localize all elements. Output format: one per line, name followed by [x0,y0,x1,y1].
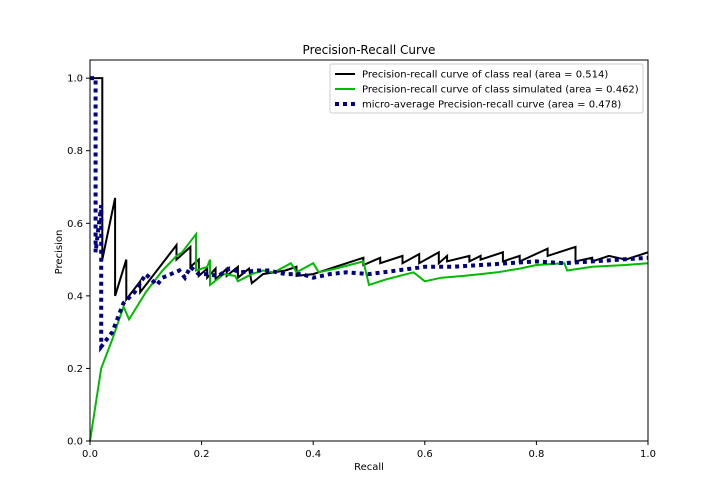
y-tick-label: 0.6 [67,219,83,230]
legend-label-2: Precision-recall curve of class simulate… [362,85,639,96]
legend-label-1: Precision-recall curve of class real (ar… [362,70,608,81]
x-axis-title: Recall [354,462,384,473]
y-tick-label: 1.0 [67,74,83,85]
series-line-3 [90,76,649,353]
legend-box [329,63,644,114]
axes-layer: 0.0 0.2 0.4 0.6 0.8 1.0 0.0 0.2 0.4 0.6 0.8 1.0 [67,59,656,460]
chart-title: Precision-Recall Curve [303,43,436,57]
x-tick-label: 0.0 [82,449,98,460]
x-tick-label: 1.0 [640,449,656,460]
y-tick-label: 0.4 [67,291,83,302]
plot-frame [89,59,649,442]
x-tick-label: 0.6 [417,449,433,460]
legend: Precision-recall curve of class real (ar… [329,63,644,114]
x-tick-label: 0.2 [194,449,210,460]
series-line-2 [89,231,649,442]
x-tick-label: 0.8 [528,449,544,460]
y-tick-label: 0.0 [67,437,83,448]
x-tick-label: 0.4 [305,449,321,460]
y-tick-label: 0.2 [67,364,83,375]
series-layer [89,76,649,442]
y-axis-title: Precision [54,230,65,275]
y-tick-label: 0.8 [67,146,83,157]
legend-label-3: micro-average Precision-recall curve (ar… [362,100,621,111]
